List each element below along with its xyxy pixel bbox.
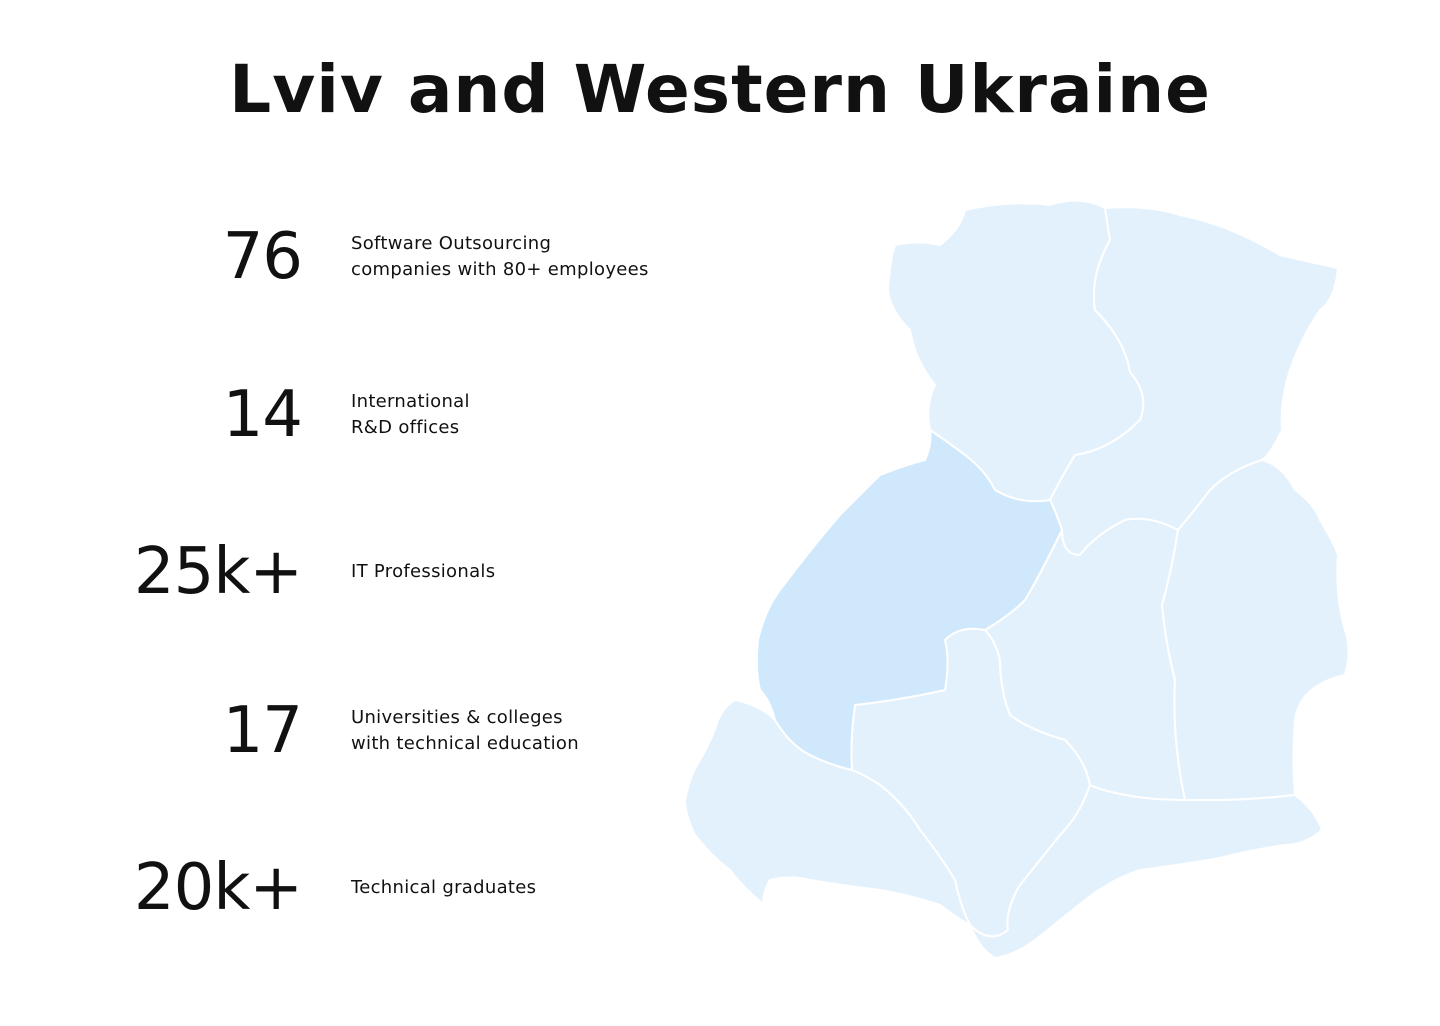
stat-description: Technical graduates [351,875,711,901]
western-ukraine-map [684,199,1350,959]
stat-description: Software Outsourcing companies with 80+ … [351,231,711,283]
stat-description-line: International [351,391,470,412]
map-region-chernivtsi [969,784,1323,959]
stat-value: 14 [222,378,303,452]
stat-rnd-offices: 14 International R&D offices [0,365,700,465]
stat-software-companies: 76 Software Outsourcing companies with 8… [0,207,700,307]
stat-description-line: IT Professionals [351,561,496,582]
stat-value: 76 [222,220,303,294]
stat-it-professionals: 25k+ IT Professionals [0,522,700,622]
stat-description-line: with technical education [351,733,579,754]
stat-description-line: Technical graduates [351,877,537,898]
stat-value: 20k+ [133,851,303,925]
stat-description: IT Professionals [351,559,711,585]
stat-description: Universities & colleges with technical e… [351,705,711,757]
stat-universities: 17 Universities & colleges with technica… [0,681,700,781]
stat-description-line: R&D offices [351,417,460,438]
stat-value: 17 [222,694,303,768]
stat-description-line: Universities & colleges [351,707,563,728]
map-region-khmelnytskyi [1161,459,1350,801]
stat-description-line: Software Outsourcing [351,233,552,254]
map-region-lviv [755,429,1063,771]
stat-description-line: companies with 80+ employees [351,259,649,280]
page-title: Lviv and Western Ukraine [229,51,1211,128]
stat-technical-graduates: 20k+ Technical graduates [0,838,700,938]
stat-description: International R&D offices [351,389,711,441]
stat-value: 25k+ [133,535,303,609]
